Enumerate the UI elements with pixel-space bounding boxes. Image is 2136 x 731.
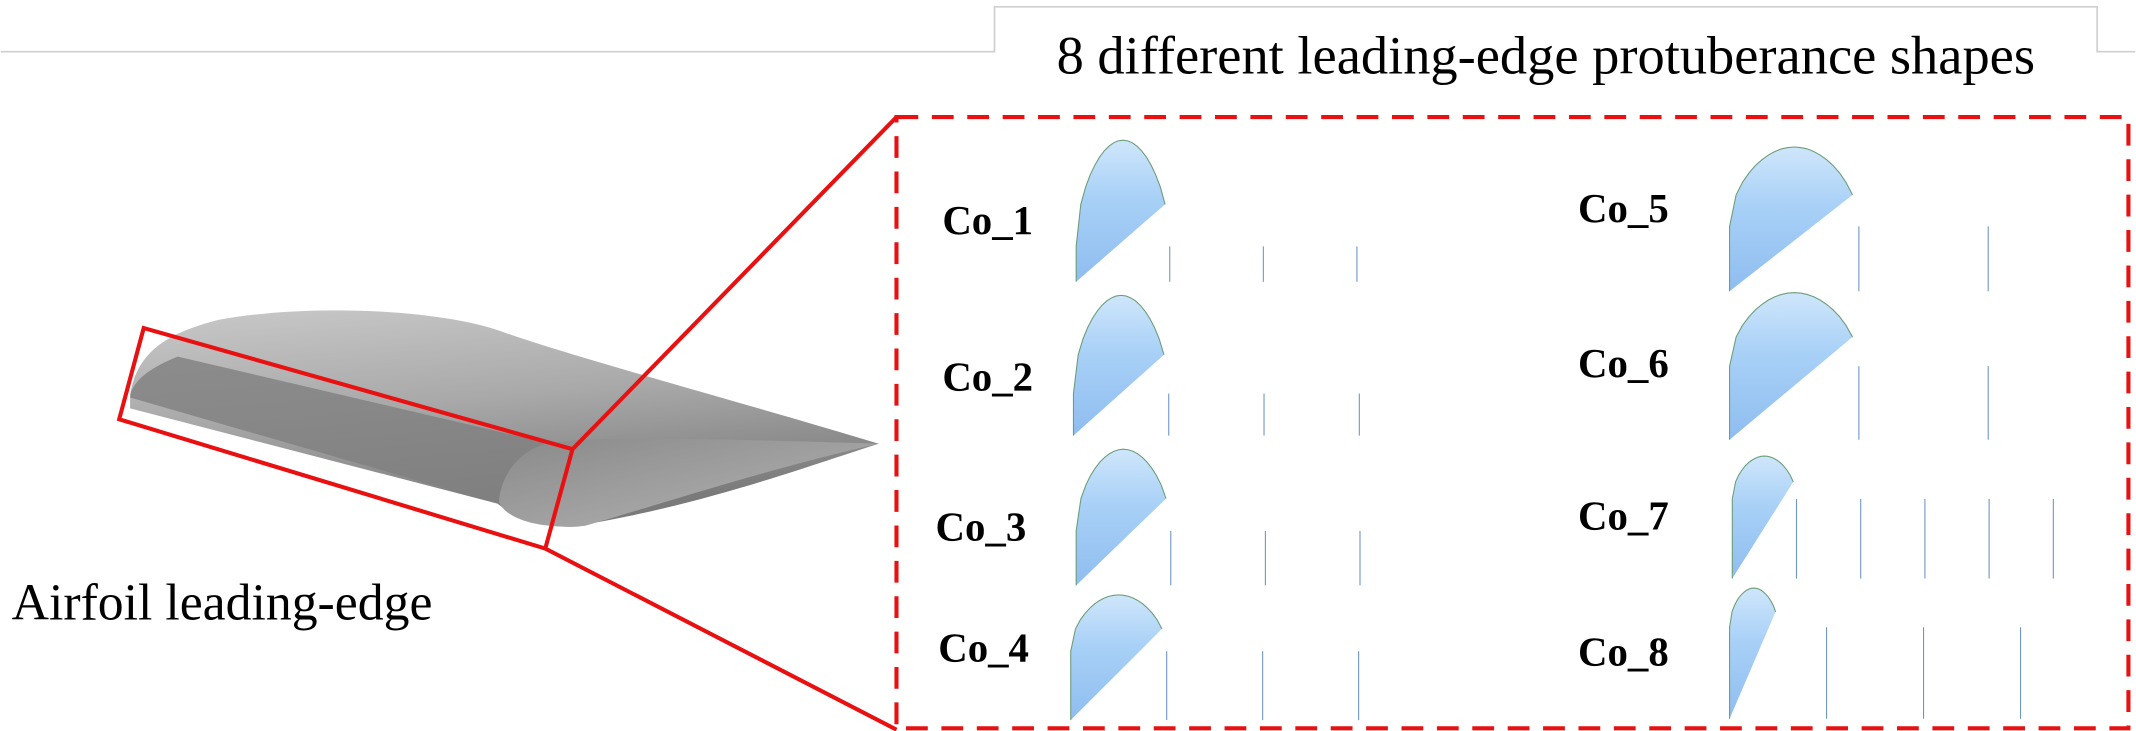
protuberance-shape bbox=[1071, 595, 1162, 720]
shape-label: Co_3 bbox=[936, 504, 1027, 549]
zoom-line bbox=[572, 117, 896, 449]
zoom-line bbox=[545, 549, 896, 730]
protuberance-shape bbox=[1730, 293, 1853, 440]
protuberance-shape bbox=[1730, 147, 1853, 291]
shape-label: Co_2 bbox=[942, 355, 1033, 400]
airfoil-label: Airfoil leading-edge bbox=[12, 574, 433, 631]
protuberance-shape bbox=[1073, 295, 1164, 435]
shape-label: Co_4 bbox=[938, 626, 1029, 671]
shape-label: Co_6 bbox=[1578, 341, 1669, 386]
shape-label: Co_5 bbox=[1578, 186, 1669, 231]
figure: 8 different leading-edge protuberance sh… bbox=[0, 0, 2136, 731]
shape-label: Co_1 bbox=[942, 198, 1033, 243]
airfoil bbox=[130, 310, 879, 527]
shape-label: Co_7 bbox=[1578, 494, 1669, 539]
protuberance-shape bbox=[1732, 456, 1793, 579]
protuberance-shape bbox=[1730, 588, 1776, 719]
shape-label: Co_8 bbox=[1578, 630, 1669, 675]
protuberance-shape bbox=[1076, 140, 1165, 282]
protuberance-shape bbox=[1076, 449, 1166, 585]
title: 8 different leading-edge protuberance sh… bbox=[1057, 25, 2035, 86]
